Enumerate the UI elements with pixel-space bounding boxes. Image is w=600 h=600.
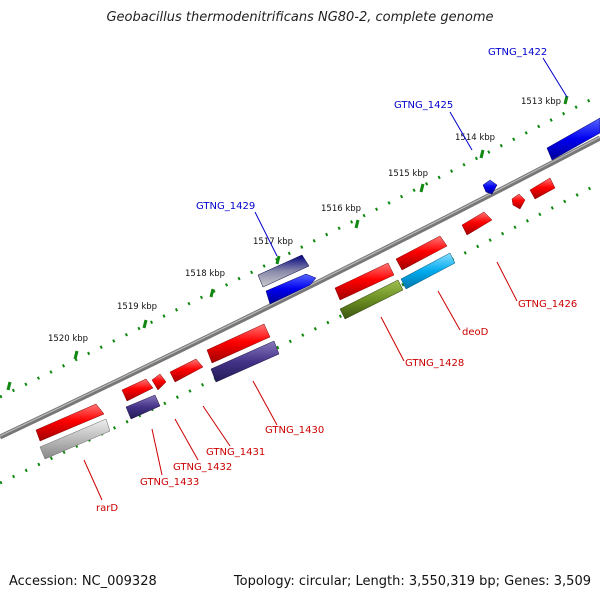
gene-red-small-1426a[interactable] [511,193,526,210]
genome-summary-text: Topology: circular; Length: 3,550,319 bp… [233,574,591,589]
gene-gtng-1429-lower[interactable] [265,273,317,305]
tick-label: 1513 kbp [521,97,561,107]
leader-lines [83,57,568,501]
gene-red-1430-upper[interactable] [206,323,271,364]
leader-line [202,405,231,447]
gene-red-1433-upper[interactable] [121,378,154,402]
major-tick [73,350,79,360]
major-tick [275,255,281,265]
gene-label-gtng-1429[interactable]: GTNG_1429 [196,201,255,212]
leader-line [254,211,278,257]
map-title: Geobacillus thermodenitrificans NG80-2, … [106,10,494,25]
tick-label: 1517 kbp [253,237,293,247]
gene-red-1431-upper[interactable] [169,358,204,383]
leader-line [437,290,461,331]
gene-gtng-1430[interactable] [210,340,280,383]
major-tick [142,319,148,329]
forward-strand-genes [35,117,600,442]
accession-text: Accession: NC_009328 [9,574,157,589]
leader-line [151,428,163,476]
major-tick [479,149,485,159]
gene-gtng-1429[interactable] [257,254,310,288]
major-tick [6,381,12,391]
gene-gtng-1422[interactable] [546,117,600,161]
tick-label: 1519 kbp [117,302,157,312]
tick-label: 1514 kbp [455,133,495,143]
gene-deod[interactable] [400,252,456,290]
leader-line [449,111,473,151]
tick-label: 1518 kbp [185,269,225,279]
major-ticks [6,95,569,391]
major-tick [563,95,569,105]
gene-label-gtng-1433[interactable]: GTNG_1433 [140,477,199,488]
tick-label: 1516 kbp [321,204,361,214]
gene-label-gtng-1428[interactable]: GTNG_1428 [405,358,464,369]
major-tick [209,288,215,298]
reverse-strand-genes [39,252,456,460]
gene-red-1427[interactable] [529,177,556,200]
genome-backbone [0,135,600,440]
gene-red-deoD-upper[interactable] [395,235,448,271]
gene-label-gtng-1432[interactable]: GTNG_1432 [173,462,232,473]
gene-label-gtng-1422[interactable]: GTNG_1422 [488,47,547,58]
gene-gtng-1428[interactable] [339,279,404,320]
tick-label: 1520 kbp [48,334,88,344]
gene-label-gtng-1426[interactable]: GTNG_1426 [518,299,577,310]
gene-red-1432-upper[interactable] [151,373,167,391]
gene-label-gtng-1430[interactable]: GTNG_1430 [265,425,324,436]
leader-line [380,316,405,362]
gene-label-gtng-1431[interactable]: GTNG_1431 [206,447,265,458]
leader-line [496,261,518,302]
leader-line [542,57,568,98]
outer-ruler [0,98,591,399]
leader-line [83,459,103,501]
major-tick [354,219,360,229]
gene-label-gtng-1425[interactable]: GTNG_1425 [394,100,453,111]
leader-line [252,380,278,426]
gene-label-rard[interactable]: rarD [96,503,118,514]
gene-rard[interactable] [39,418,111,460]
gene-red-rarD-upper[interactable] [35,403,105,442]
tick-label: 1515 kbp [388,169,428,179]
gene-red-1428-upper[interactable] [334,262,395,301]
leader-line [174,418,199,461]
gene-label-deod[interactable]: deoD [462,327,489,338]
genome-backbone-highlight [0,136,600,437]
gene-red-1426[interactable] [461,211,493,236]
gene-gtng-1433[interactable] [125,394,161,420]
gene-gtng-1425[interactable] [482,179,498,195]
major-tick [419,183,425,193]
